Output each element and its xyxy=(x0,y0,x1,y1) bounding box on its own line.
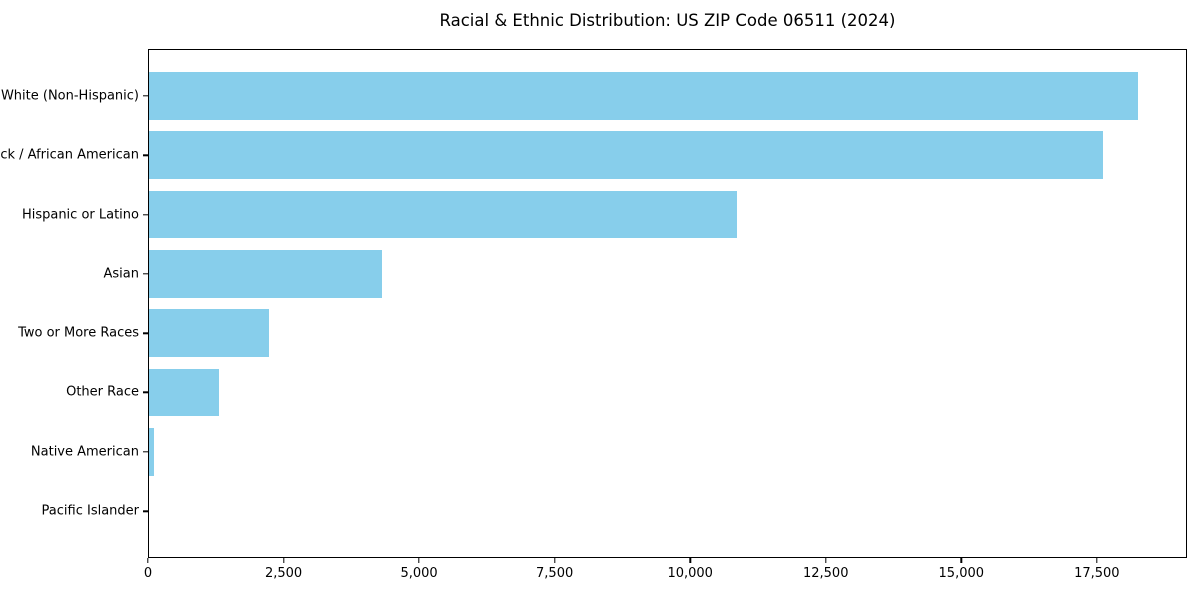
y-tick-mark xyxy=(143,332,148,334)
x-tick-label: 15,000 xyxy=(938,566,985,581)
y-tick-mark xyxy=(143,451,148,453)
x-tick-label: 17,500 xyxy=(1074,566,1120,581)
y-tick-label: Pacific Islander xyxy=(41,503,139,519)
y-tick-mark xyxy=(143,95,148,97)
bar-white-non-hispanic xyxy=(149,72,1139,120)
y-tick-label: Other Race xyxy=(66,384,139,400)
x-tick-label: 12,500 xyxy=(802,566,849,581)
y-tick-mark xyxy=(143,510,148,512)
x-tick-mark xyxy=(1096,558,1098,563)
y-tick-mark xyxy=(143,273,148,275)
bar-native-american xyxy=(149,428,154,476)
x-tick-label: 5,000 xyxy=(400,566,438,581)
y-tick-label: Black / African American xyxy=(0,147,139,163)
x-tick-label: 10,000 xyxy=(667,566,713,581)
y-tick-label: White (Non-Hispanic) xyxy=(0,88,139,104)
x-tick-label: 2,500 xyxy=(264,566,303,581)
y-tick-label: Asian xyxy=(103,266,139,282)
y-tick-label: Native American xyxy=(30,444,139,460)
x-tick-label: 7,500 xyxy=(536,566,574,581)
chart-title: Racial & Ethnic Distribution: US ZIP Cod… xyxy=(439,11,896,30)
y-tick-mark xyxy=(143,213,148,216)
bar-black-african-american xyxy=(149,131,1104,179)
x-tick-mark xyxy=(825,558,827,563)
x-tick-mark xyxy=(689,558,691,563)
x-tick-mark xyxy=(282,558,285,563)
bar-other-race xyxy=(149,368,220,417)
y-tick-label: Hispanic or Latino xyxy=(21,207,139,222)
y-tick-mark xyxy=(143,154,148,156)
plot-area xyxy=(148,49,1187,558)
x-tick-mark xyxy=(960,558,962,563)
bar-two-or-more-races xyxy=(149,309,270,357)
y-tick-mark xyxy=(143,391,148,394)
x-tick-mark xyxy=(147,558,149,563)
x-tick-mark xyxy=(418,558,420,563)
bar-hispanic-or-latino xyxy=(149,190,738,239)
x-tick-mark xyxy=(553,558,556,563)
bar-asian xyxy=(149,250,383,298)
x-tick-label: 0 xyxy=(143,566,153,581)
y-tick-label: Two or More Races xyxy=(18,325,139,341)
